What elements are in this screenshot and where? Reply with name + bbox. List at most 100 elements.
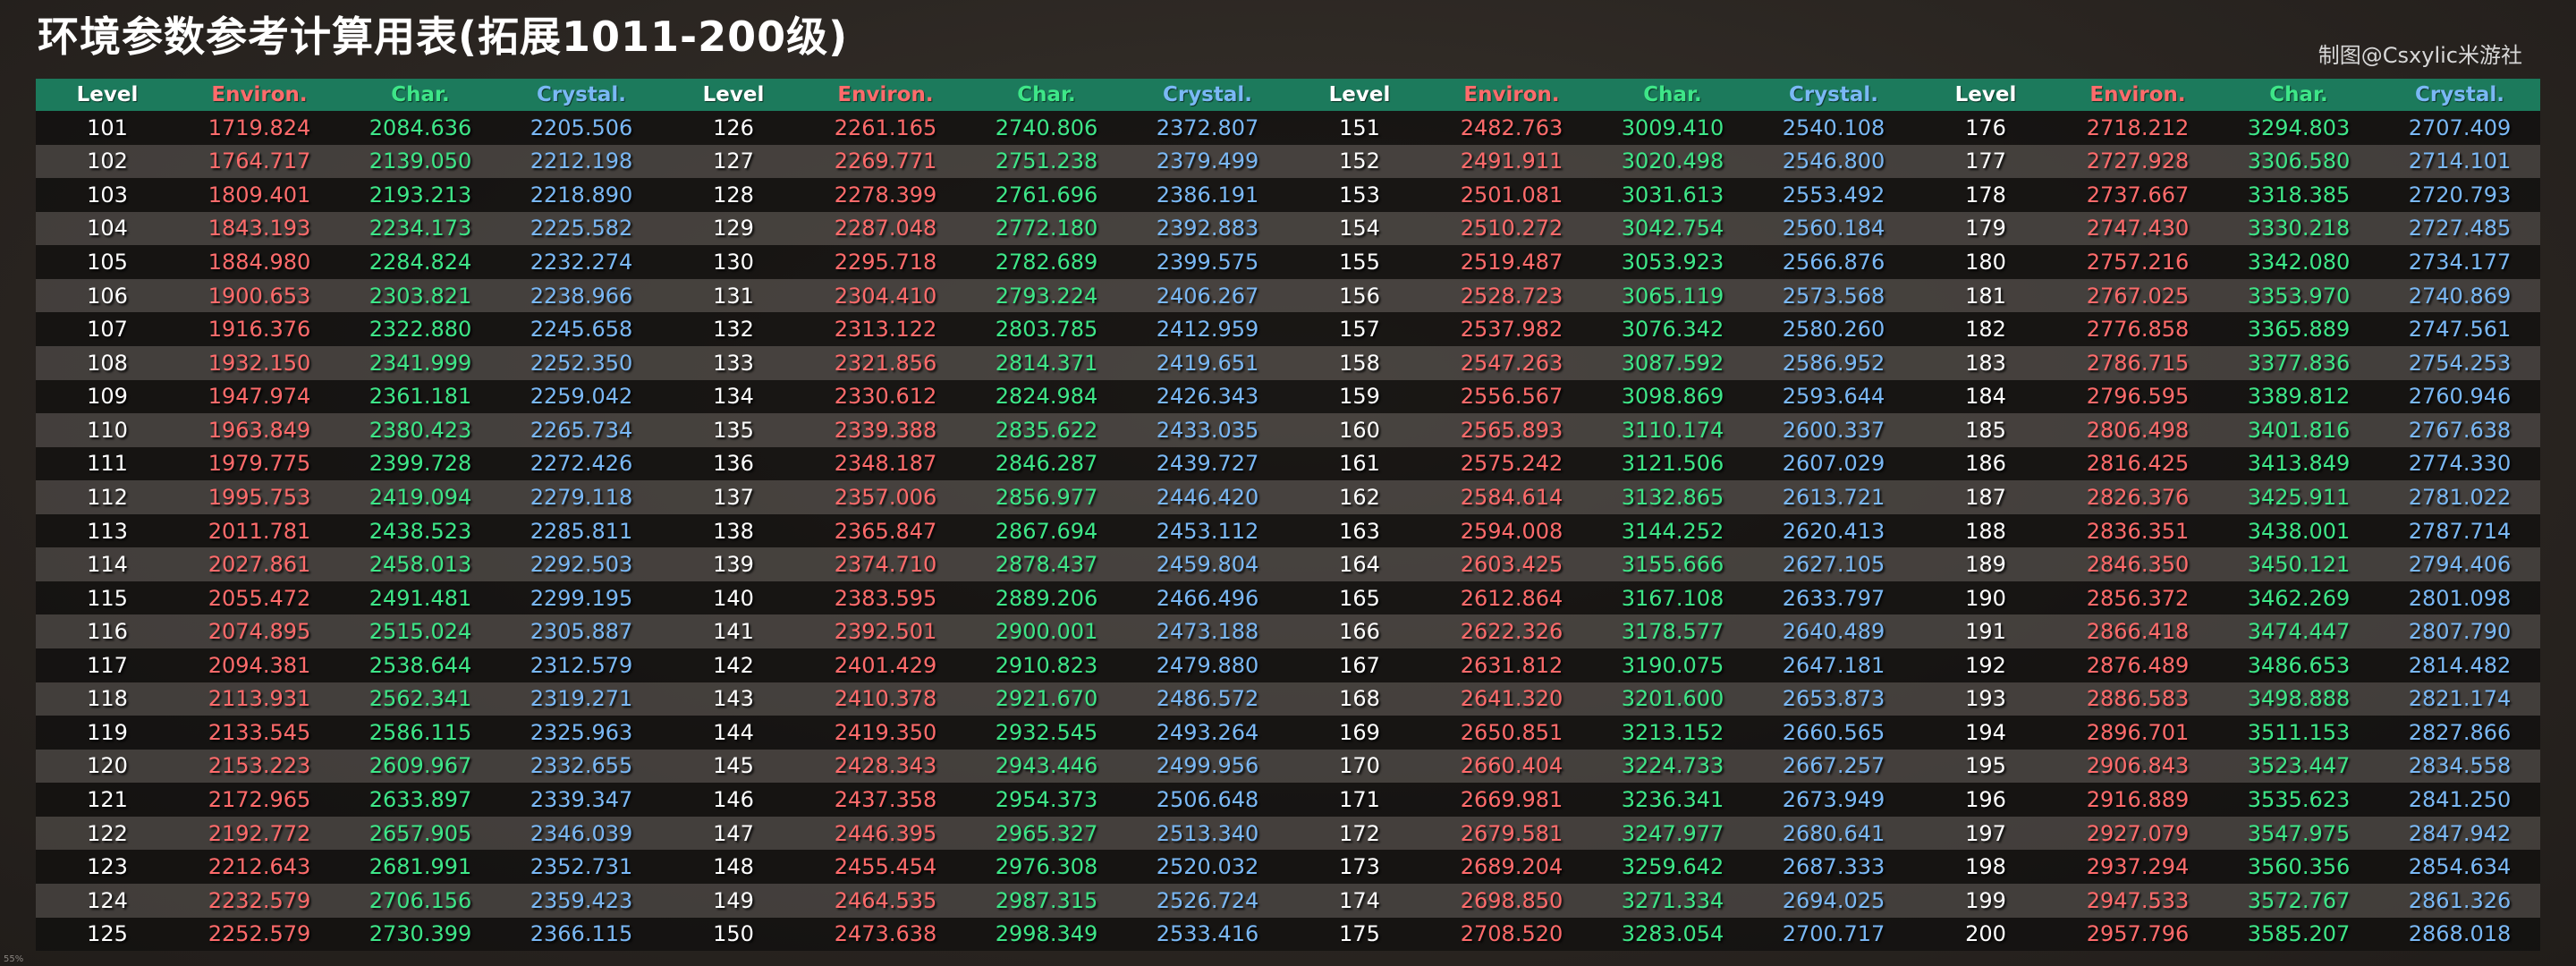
page-title: 环境参数参考计算用表(拓展1011-200级) [38, 13, 849, 61]
cell-char: 2586.115 [369, 719, 472, 745]
cell-crystal: 2714.101 [2408, 148, 2512, 174]
cell-crystal: 2446.420 [1156, 484, 1259, 510]
cell-char: 2515.024 [369, 619, 472, 645]
header-char: Char. [391, 83, 450, 106]
cell-environ: 2287.048 [834, 216, 937, 242]
cell-char: 2234.173 [369, 216, 472, 242]
cell-level: 199 [1965, 887, 2006, 913]
header-crystal: Crystal. [1788, 83, 1879, 106]
cell-environ: 2419.350 [834, 719, 937, 745]
cell-crystal: 2332.655 [530, 753, 633, 779]
cell-environ: 2689.204 [1460, 854, 1563, 880]
cell-crystal: 2801.098 [2408, 585, 2512, 611]
cell-char: 2657.905 [369, 820, 472, 846]
cell-environ: 1719.824 [208, 114, 311, 140]
cell-level: 163 [1339, 518, 1380, 544]
cell-crystal: 2560.184 [1782, 216, 1885, 242]
cell-char: 2782.689 [995, 250, 1098, 275]
cell-crystal: 2212.198 [530, 148, 633, 174]
cell-char: 2633.897 [369, 787, 472, 813]
cell-char: 3247.977 [1621, 820, 1724, 846]
cell-level: 198 [1965, 854, 2006, 880]
cell-environ: 2836.351 [2086, 518, 2190, 544]
cell-crystal: 2794.406 [2408, 552, 2512, 578]
cell-char: 3213.152 [1621, 719, 1724, 745]
cell-environ: 2510.272 [1460, 216, 1563, 242]
cell-environ: 2113.931 [208, 686, 311, 712]
cell-crystal: 2660.565 [1782, 719, 1885, 745]
cell-char: 3065.119 [1621, 283, 1724, 309]
cell-crystal: 2419.651 [1156, 350, 1259, 376]
cell-char: 3155.666 [1621, 552, 1724, 578]
table-body: 101 1719.824 2084.636 2205.506 126 2261.165 27… [36, 111, 2540, 952]
cell-crystal: 2506.648 [1156, 787, 1259, 813]
cell-environ: 2304.410 [834, 283, 937, 309]
cell-crystal: 2526.724 [1156, 887, 1259, 913]
cell-crystal: 2399.575 [1156, 250, 1259, 275]
cell-crystal: 2486.572 [1156, 686, 1259, 712]
cell-char: 2139.050 [369, 148, 472, 174]
table-row: 109 1947.974 2361.181 2259.042 134 2330.612 28… [36, 379, 2540, 414]
cell-level: 135 [713, 417, 754, 443]
cell-level: 122 [87, 820, 128, 846]
cell-environ: 2437.358 [834, 787, 937, 813]
cell-crystal: 2285.811 [530, 518, 633, 544]
cell-char: 2772.180 [995, 216, 1098, 242]
cell-level: 148 [713, 854, 754, 880]
cell-char: 2458.013 [369, 552, 472, 578]
cell-crystal: 2740.869 [2408, 283, 2512, 309]
table-row: 117 2094.381 2538.644 2312.579 142 2401.429 29… [36, 648, 2540, 682]
cell-environ: 2252.579 [208, 921, 311, 947]
cell-environ: 2603.425 [1460, 552, 1563, 578]
cell-level: 110 [87, 417, 128, 443]
cell-level: 107 [87, 317, 128, 343]
cell-environ: 2594.008 [1460, 518, 1563, 544]
cell-level: 118 [87, 686, 128, 712]
cell-level: 161 [1339, 451, 1380, 477]
cell-environ: 2886.583 [2086, 686, 2190, 712]
parameter-table: Level Environ. Char. Crystal. Level Environ. C… [36, 79, 2540, 952]
cell-crystal: 2279.118 [530, 484, 633, 510]
cell-level: 112 [87, 484, 128, 510]
cell-environ: 2947.533 [2086, 887, 2190, 913]
cell-char: 2706.156 [369, 887, 472, 913]
cell-char: 3020.498 [1621, 148, 1724, 174]
table-row: 107 1916.376 2322.880 2245.658 132 2313.122 28… [36, 312, 2540, 346]
cell-crystal: 2653.873 [1782, 686, 1885, 712]
cell-char: 2878.437 [995, 552, 1098, 578]
cell-environ: 2708.520 [1460, 921, 1563, 947]
cell-level: 105 [87, 250, 128, 275]
cell-environ: 2650.851 [1460, 719, 1563, 745]
cell-crystal: 2466.496 [1156, 585, 1259, 611]
table-row: 114 2027.861 2458.013 2292.503 139 2374.710 28… [36, 547, 2540, 581]
table-row: 108 1932.150 2341.999 2252.350 133 2321.856 28… [36, 345, 2540, 380]
cell-crystal: 2707.409 [2408, 114, 2512, 140]
cell-char: 3236.341 [1621, 787, 1724, 813]
cell-level: 101 [87, 114, 128, 140]
cell-environ: 2786.715 [2086, 350, 2190, 376]
cell-level: 176 [1965, 114, 2006, 140]
cell-char: 3365.889 [2247, 317, 2351, 343]
cell-char: 2609.967 [369, 753, 472, 779]
cell-level: 139 [713, 552, 754, 578]
cell-level: 143 [713, 686, 754, 712]
cell-crystal: 2700.717 [1782, 921, 1885, 947]
cell-crystal: 2861.326 [2408, 887, 2512, 913]
cell-crystal: 2627.105 [1782, 552, 1885, 578]
table-row: 101 1719.824 2084.636 2205.506 126 2261.165 27… [36, 111, 2540, 145]
cell-level: 147 [713, 820, 754, 846]
cell-char: 2814.371 [995, 350, 1098, 376]
cell-char: 3535.623 [2247, 787, 2351, 813]
cell-environ: 2612.864 [1460, 585, 1563, 611]
cell-crystal: 2734.177 [2408, 250, 2512, 275]
cell-level: 168 [1339, 686, 1380, 712]
cell-environ: 2856.372 [2086, 585, 2190, 611]
cell-char: 3053.923 [1621, 250, 1724, 275]
cell-environ: 2455.454 [834, 854, 937, 880]
zoom-indicator: 55% [4, 954, 24, 964]
cell-crystal: 2520.032 [1156, 854, 1259, 880]
table-row: 113 2011.781 2438.523 2285.811 138 2365.847 28… [36, 513, 2540, 548]
cell-level: 106 [87, 283, 128, 309]
cell-level: 194 [1965, 719, 2006, 745]
cell-crystal: 2272.426 [530, 451, 633, 477]
